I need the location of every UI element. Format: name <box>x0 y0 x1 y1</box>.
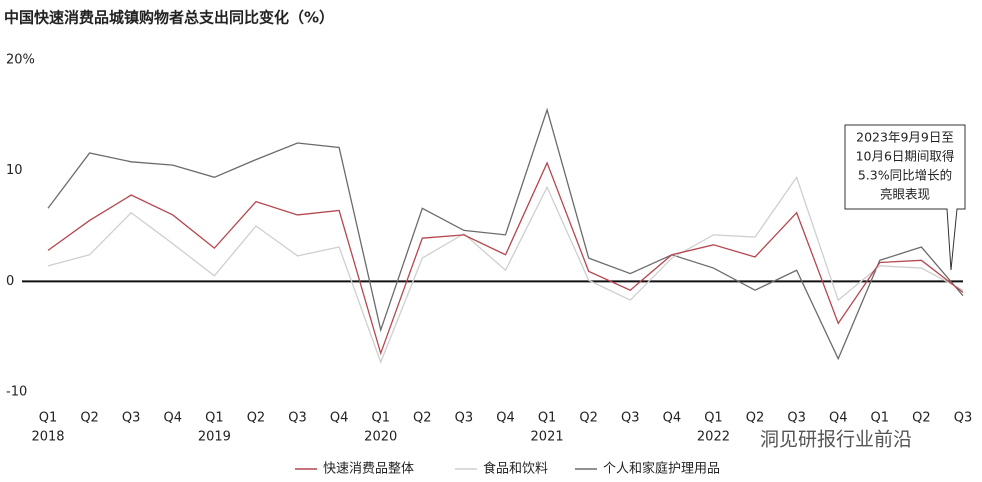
x-year-label: 2018 <box>31 430 64 445</box>
x-tick-label: Q3 <box>122 411 141 426</box>
annotation-box <box>844 124 966 271</box>
x-tick-label: Q4 <box>164 411 183 426</box>
x-tick-label: Q1 <box>871 411 890 426</box>
legend-label: 个人和家庭护理用品 <box>603 461 720 477</box>
x-tick-label: Q4 <box>829 411 848 426</box>
x-year-label: 2020 <box>364 430 397 445</box>
x-tick-label: Q2 <box>746 411 765 426</box>
annotation-text: 5.3%同比增长的 <box>858 168 952 183</box>
x-tick-label: Q2 <box>413 411 432 426</box>
annotation-text: 2023年9月9日至 <box>856 130 954 145</box>
series-line <box>47 175 964 364</box>
x-tick-label: Q3 <box>787 411 806 426</box>
x-tick-label: Q1 <box>371 411 390 426</box>
x-year-label: 2021 <box>531 430 564 445</box>
x-tick-label: Q4 <box>330 411 349 426</box>
legend-label: 食品和饮料 <box>483 461 548 477</box>
watermark: 洞见研报行业前沿 <box>760 429 912 451</box>
x-year-label: 2022 <box>697 430 730 445</box>
chart-title: 中国快速消费品城镇购物者总支出同比变化（%） <box>4 9 334 27</box>
x-tick-label: Q2 <box>247 411 266 426</box>
x-tick-label: Q1 <box>205 411 224 426</box>
x-tick-label: Q4 <box>663 411 682 426</box>
x-tick-label: Q3 <box>621 411 640 426</box>
y-tick-label: -10 <box>6 385 27 400</box>
x-tick-label: Q1 <box>538 411 557 426</box>
legend-label: 快速消费品整体 <box>323 462 414 477</box>
y-tick-label: 10 <box>6 163 23 178</box>
x-tick-label: Q3 <box>288 411 307 426</box>
y-tick-label: 20% <box>6 53 35 68</box>
x-tick-label: Q2 <box>912 411 931 426</box>
x-tick-label: Q3 <box>455 411 474 426</box>
annotation-text: 10月6日期间取得 <box>856 149 955 164</box>
x-tick-label: Q2 <box>80 411 99 426</box>
x-year-label: 2019 <box>198 430 231 445</box>
x-tick-label: Q3 <box>954 411 973 426</box>
x-tick-label: Q2 <box>579 411 598 426</box>
y-tick-label: 0 <box>6 274 14 289</box>
series-line <box>47 107 964 361</box>
x-tick-label: Q4 <box>496 411 515 426</box>
x-tick-label: Q1 <box>704 411 723 426</box>
series-line <box>47 161 964 356</box>
annotation-text: 亮眼表现 <box>880 187 930 202</box>
x-tick-label: Q1 <box>39 411 58 426</box>
